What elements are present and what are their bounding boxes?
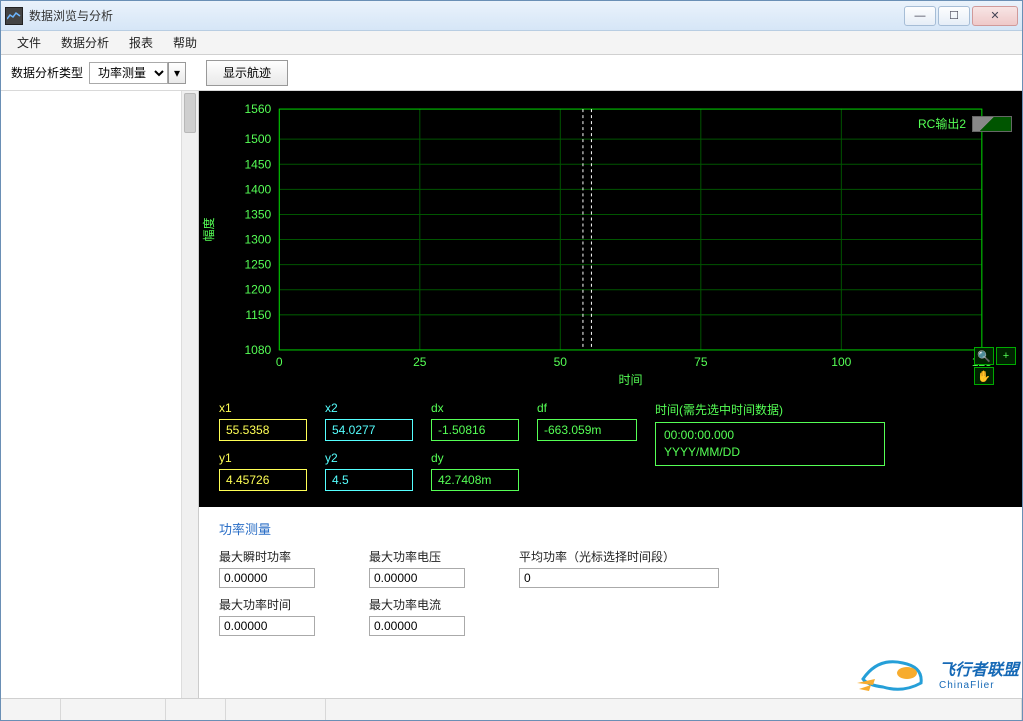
x1-label: x1 — [219, 401, 307, 415]
window-title: 数据浏览与分析 — [29, 7, 904, 24]
show-track-button[interactable]: 显示航迹 — [206, 60, 288, 86]
chart-tool-icons: 🔍 + ✋ — [974, 347, 1016, 385]
svg-text:1500: 1500 — [244, 132, 271, 146]
max-power-time-label: 最大功率时间 — [219, 596, 339, 613]
status-cell-4 — [226, 699, 326, 720]
analysis-type-label: 数据分析类型 — [11, 64, 83, 81]
zoom-tool-icon[interactable]: 🔍 — [974, 347, 994, 365]
svg-text:1450: 1450 — [244, 157, 271, 171]
left-tree-pane[interactable] — [1, 91, 199, 698]
df-value: -663.059m — [537, 419, 637, 441]
max-inst-power-input[interactable] — [219, 568, 315, 588]
svg-text:100: 100 — [831, 355, 851, 369]
analysis-type-select[interactable]: 功率测量 — [89, 62, 168, 84]
menu-analysis[interactable]: 数据分析 — [51, 31, 119, 54]
app-icon — [5, 7, 23, 25]
avg-power-input[interactable] — [519, 568, 719, 588]
svg-text:1400: 1400 — [244, 182, 271, 196]
svg-text:1200: 1200 — [244, 283, 271, 297]
max-power-current-field: 最大功率电流 — [369, 596, 489, 636]
chart-area[interactable]: 0255075100125108011501200125013001350140… — [199, 91, 1022, 391]
legend-swatch — [972, 116, 1012, 132]
status-cell-2 — [61, 699, 166, 720]
y1-value[interactable]: 4.45726 — [219, 469, 307, 491]
svg-text:1150: 1150 — [245, 308, 271, 322]
svg-text:时间: 时间 — [619, 373, 643, 387]
svg-text:1080: 1080 — [244, 343, 271, 357]
status-cell-3 — [166, 699, 226, 720]
svg-text:25: 25 — [413, 355, 427, 369]
menu-file[interactable]: 文件 — [7, 31, 51, 54]
x2-label: x2 — [325, 401, 413, 415]
y1-label: y1 — [219, 451, 307, 465]
cursor-panel: x1 55.5358 x2 54.0277 dx -1.50816 df -66… — [199, 391, 1022, 507]
menu-report[interactable]: 报表 — [119, 31, 163, 54]
left-scrollbar-thumb[interactable] — [184, 93, 196, 133]
df-label: df — [537, 401, 637, 415]
time-label: 时间(需先选中时间数据) — [655, 401, 885, 418]
measurement-title: 功率测量 — [219, 519, 1002, 538]
main-body: 0255075100125108011501200125013001350140… — [1, 91, 1022, 698]
x2-value[interactable]: 54.0277 — [325, 419, 413, 441]
y2-value[interactable]: 4.5 — [325, 469, 413, 491]
max-power-voltage-input[interactable] — [369, 568, 465, 588]
svg-text:0: 0 — [276, 355, 283, 369]
legend-label: RC输出2 — [918, 115, 966, 132]
minimize-button[interactable]: — — [904, 6, 936, 26]
status-cell-5 — [326, 699, 1022, 720]
svg-text:1560: 1560 — [244, 102, 271, 116]
app-window: 数据浏览与分析 — ☐ ✕ 文件 数据分析 报表 帮助 数据分析类型 功率测量 … — [0, 0, 1023, 721]
window-controls: — ☐ ✕ — [904, 6, 1018, 26]
svg-text:1350: 1350 — [244, 207, 271, 221]
svg-text:50: 50 — [554, 355, 568, 369]
menubar: 文件 数据分析 报表 帮助 — [1, 31, 1022, 55]
dx-label: dx — [431, 401, 519, 415]
svg-text:75: 75 — [694, 355, 708, 369]
statusbar — [1, 698, 1022, 720]
avg-power-label: 平均功率（光标选择时间段） — [519, 548, 739, 565]
toolbar: 数据分析类型 功率测量 ▾ 显示航迹 — [1, 55, 1022, 91]
dy-label: dy — [431, 451, 519, 465]
max-power-current-label: 最大功率电流 — [369, 596, 489, 613]
x1-value[interactable]: 55.5358 — [219, 419, 307, 441]
dx-value: -1.50816 — [431, 419, 519, 441]
status-cell-1 — [1, 699, 61, 720]
crosshair-tool-icon[interactable]: + — [996, 347, 1016, 365]
max-inst-power-field: 最大瞬时功率 — [219, 548, 339, 588]
max-power-time-input[interactable] — [219, 616, 315, 636]
pan-tool-icon[interactable]: ✋ — [974, 367, 994, 385]
time-box: 00:00:00.000 YYYY/MM/DD — [655, 422, 885, 466]
max-power-current-input[interactable] — [369, 616, 465, 636]
avg-power-field: 平均功率（光标选择时间段） — [519, 548, 739, 588]
close-button[interactable]: ✕ — [972, 6, 1018, 26]
max-power-voltage-label: 最大功率电压 — [369, 548, 489, 565]
date-format: YYYY/MM/DD — [664, 444, 876, 461]
max-inst-power-label: 最大瞬时功率 — [219, 548, 339, 565]
analysis-type-dropdown-button[interactable]: ▾ — [168, 62, 186, 84]
svg-text:1300: 1300 — [244, 233, 271, 247]
max-power-voltage-field: 最大功率电压 — [369, 548, 489, 588]
svg-text:幅度: 幅度 — [201, 217, 216, 241]
y2-label: y2 — [325, 451, 413, 465]
dy-value: 42.7408m — [431, 469, 519, 491]
titlebar: 数据浏览与分析 — ☐ ✕ — [1, 1, 1022, 31]
left-scrollbar[interactable] — [181, 91, 198, 698]
svg-text:1250: 1250 — [244, 258, 271, 272]
chart-plot[interactable]: 0255075100125108011501200125013001350140… — [199, 91, 1022, 392]
right-pane: 0255075100125108011501200125013001350140… — [199, 91, 1022, 698]
measurement-panel: 功率测量 最大瞬时功率 最大功率电压 平均功率（光标选择时间段） — [199, 507, 1022, 698]
menu-help[interactable]: 帮助 — [163, 31, 207, 54]
time-value: 00:00:00.000 — [664, 427, 876, 444]
chart-legend: RC输出2 — [918, 115, 1012, 132]
max-power-time-field: 最大功率时间 — [219, 596, 339, 636]
maximize-button[interactable]: ☐ — [938, 6, 970, 26]
